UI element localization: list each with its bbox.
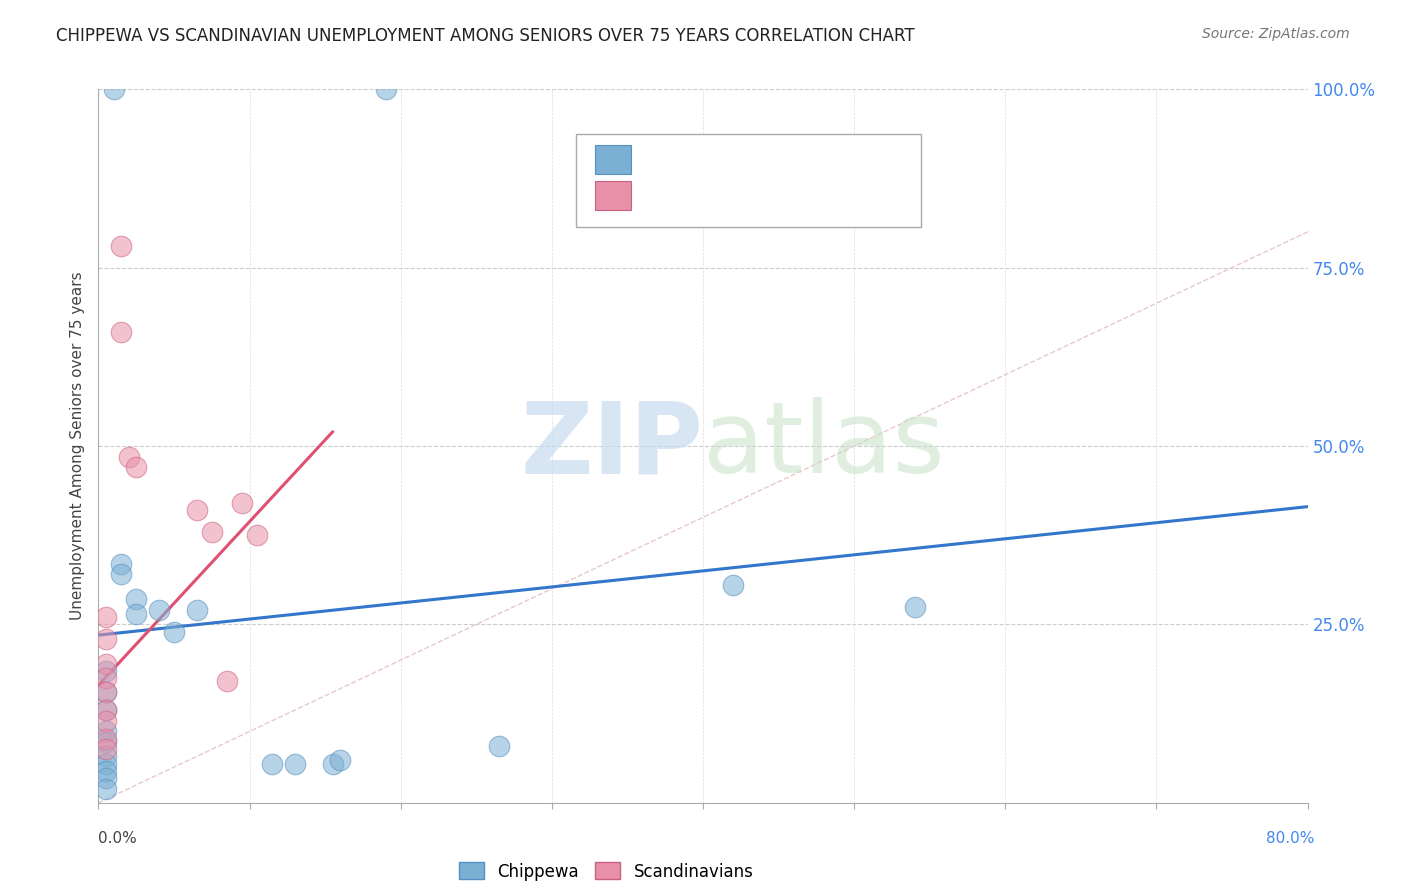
Point: [94, 742, 117, 756]
Text: R =  0.118: R = 0.118: [637, 152, 725, 169]
Point: [322, 756, 344, 771]
Point: [94, 657, 117, 671]
Point: [94, 664, 117, 678]
Point: [94, 632, 117, 646]
Point: [723, 578, 745, 592]
Point: [488, 739, 510, 753]
Point: [94, 731, 117, 746]
Point: [94, 756, 117, 771]
Y-axis label: Unemployment Among Seniors over 75 years: Unemployment Among Seniors over 75 years: [70, 272, 86, 620]
Point: [110, 325, 132, 339]
Point: [94, 685, 117, 699]
Point: [94, 671, 117, 685]
Text: Source: ZipAtlas.com: Source: ZipAtlas.com: [1202, 27, 1350, 41]
Text: ZIP: ZIP: [520, 398, 703, 494]
Point: [94, 771, 117, 785]
Point: [904, 599, 927, 614]
Text: N = 22: N = 22: [801, 152, 859, 169]
Text: 0.0%: 0.0%: [98, 831, 138, 846]
Point: [110, 239, 132, 253]
Point: [94, 714, 117, 728]
Legend: Chippewa, Scandinavians: Chippewa, Scandinavians: [453, 855, 761, 888]
Point: [110, 557, 132, 571]
Point: [262, 756, 284, 771]
Text: CHIPPEWA VS SCANDINAVIAN UNEMPLOYMENT AMONG SENIORS OVER 75 YEARS CORRELATION CH: CHIPPEWA VS SCANDINAVIAN UNEMPLOYMENT AM…: [56, 27, 915, 45]
Text: N = 18: N = 18: [801, 186, 859, 203]
Point: [125, 460, 148, 475]
Point: [94, 781, 117, 796]
Point: [374, 82, 396, 96]
Point: [94, 685, 117, 699]
Text: R =  0.430: R = 0.430: [637, 186, 725, 203]
Point: [94, 703, 117, 717]
Point: [186, 503, 208, 517]
Point: [94, 610, 117, 624]
Text: atlas: atlas: [703, 398, 945, 494]
Point: [94, 703, 117, 717]
Point: [94, 764, 117, 778]
Point: [163, 624, 186, 639]
Point: [284, 756, 307, 771]
Point: [201, 524, 224, 539]
Point: [94, 735, 117, 749]
Point: [94, 724, 117, 739]
Point: [94, 749, 117, 764]
Point: [231, 496, 253, 510]
Point: [215, 674, 238, 689]
Point: [118, 450, 141, 464]
Point: [148, 603, 170, 617]
Point: [246, 528, 269, 542]
Point: [103, 82, 125, 96]
Point: [110, 567, 132, 582]
Point: [329, 753, 352, 767]
Point: [186, 603, 208, 617]
Point: [125, 607, 148, 621]
Text: 80.0%: 80.0%: [1267, 831, 1315, 846]
Point: [125, 592, 148, 607]
